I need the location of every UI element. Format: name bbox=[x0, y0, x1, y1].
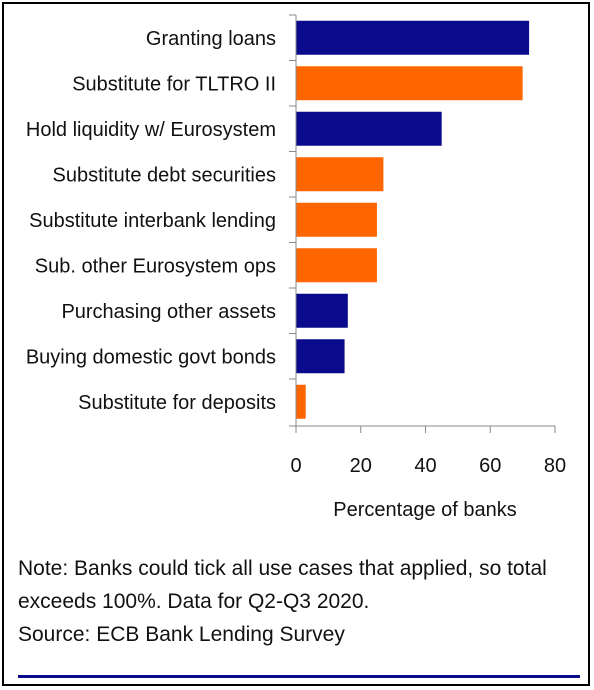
bar bbox=[296, 248, 377, 283]
x-axis: 0 20 40 60 80 bbox=[289, 14, 566, 477]
bar bbox=[296, 339, 345, 374]
x-tick-label: 20 bbox=[350, 455, 372, 477]
bar bbox=[296, 66, 523, 101]
note-line-2: exceeds 100%. Data for Q2-Q3 2020. bbox=[18, 590, 370, 613]
bar bbox=[296, 293, 348, 328]
category-label: Substitute for deposits bbox=[78, 392, 276, 414]
bar bbox=[296, 157, 384, 192]
chart-note: Note: Banks could tick all use cases tha… bbox=[18, 552, 578, 651]
bar bbox=[296, 202, 377, 237]
category-label: Substitute debt securities bbox=[53, 164, 276, 186]
category-label: Substitute for TLTRO II bbox=[72, 73, 276, 95]
x-tick-label: 80 bbox=[544, 455, 566, 477]
x-axis-title: Percentage of banks bbox=[333, 499, 516, 521]
bar bbox=[296, 20, 530, 55]
bar-chart: Granting loans Substitute for TLTRO II Hol… bbox=[26, 14, 566, 521]
bottom-rule bbox=[18, 675, 580, 678]
x-tick-label: 40 bbox=[414, 455, 436, 477]
note-line-1: Note: Banks could tick all use cases tha… bbox=[18, 557, 547, 580]
bar bbox=[296, 111, 442, 146]
bars-layer bbox=[296, 20, 530, 419]
category-label: Granting loans bbox=[146, 28, 276, 50]
x-tick-label: 60 bbox=[479, 455, 501, 477]
x-tick-label: 0 bbox=[290, 455, 301, 477]
category-labels: Granting loans Substitute for TLTRO II Hol… bbox=[26, 28, 276, 414]
source-line: Source: ECB Bank Lending Survey bbox=[18, 623, 345, 646]
category-label: Buying domestic govt bonds bbox=[26, 346, 276, 368]
category-label: Substitute interbank lending bbox=[29, 210, 276, 232]
category-label: Purchasing other assets bbox=[61, 301, 276, 323]
bar bbox=[296, 384, 306, 419]
category-label: Hold liquidity w/ Eurosystem bbox=[26, 119, 276, 141]
category-label: Sub. other Eurosystem ops bbox=[35, 255, 276, 277]
